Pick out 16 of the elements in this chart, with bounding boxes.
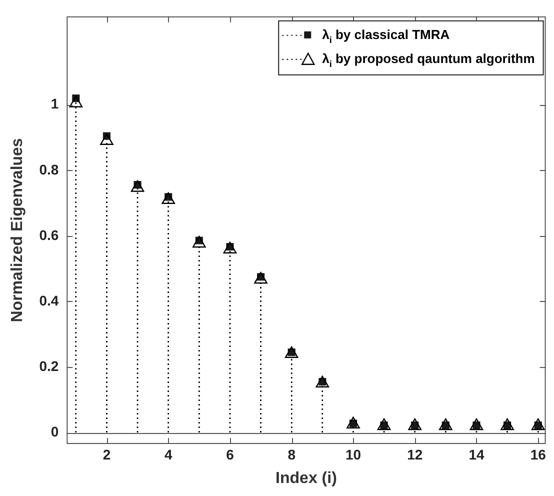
x-tick-label: 12 [407,446,423,462]
y-tick-label: 0.8 [39,161,59,178]
x-axis-title: Index (i) [276,470,337,487]
x-tick-label: 14 [468,446,484,462]
y-tick-label: 0.4 [39,292,59,308]
x-tick-label: 8 [288,446,296,462]
y-tick-label: 0 [50,423,59,440]
x-tick-label: 10 [345,446,362,462]
x-tick-label: 16 [530,446,546,462]
x-tick-label: 6 [226,446,234,462]
x-tick-label: 4 [164,446,172,462]
y-tick-label: 0.6 [39,226,59,243]
y-tick-label: 1 [50,96,59,112]
y-axis-title: Normalized Eigenvalues [9,138,26,322]
y-tick-label: 0.2 [39,358,59,374]
x-tick-label: 2 [102,446,111,462]
